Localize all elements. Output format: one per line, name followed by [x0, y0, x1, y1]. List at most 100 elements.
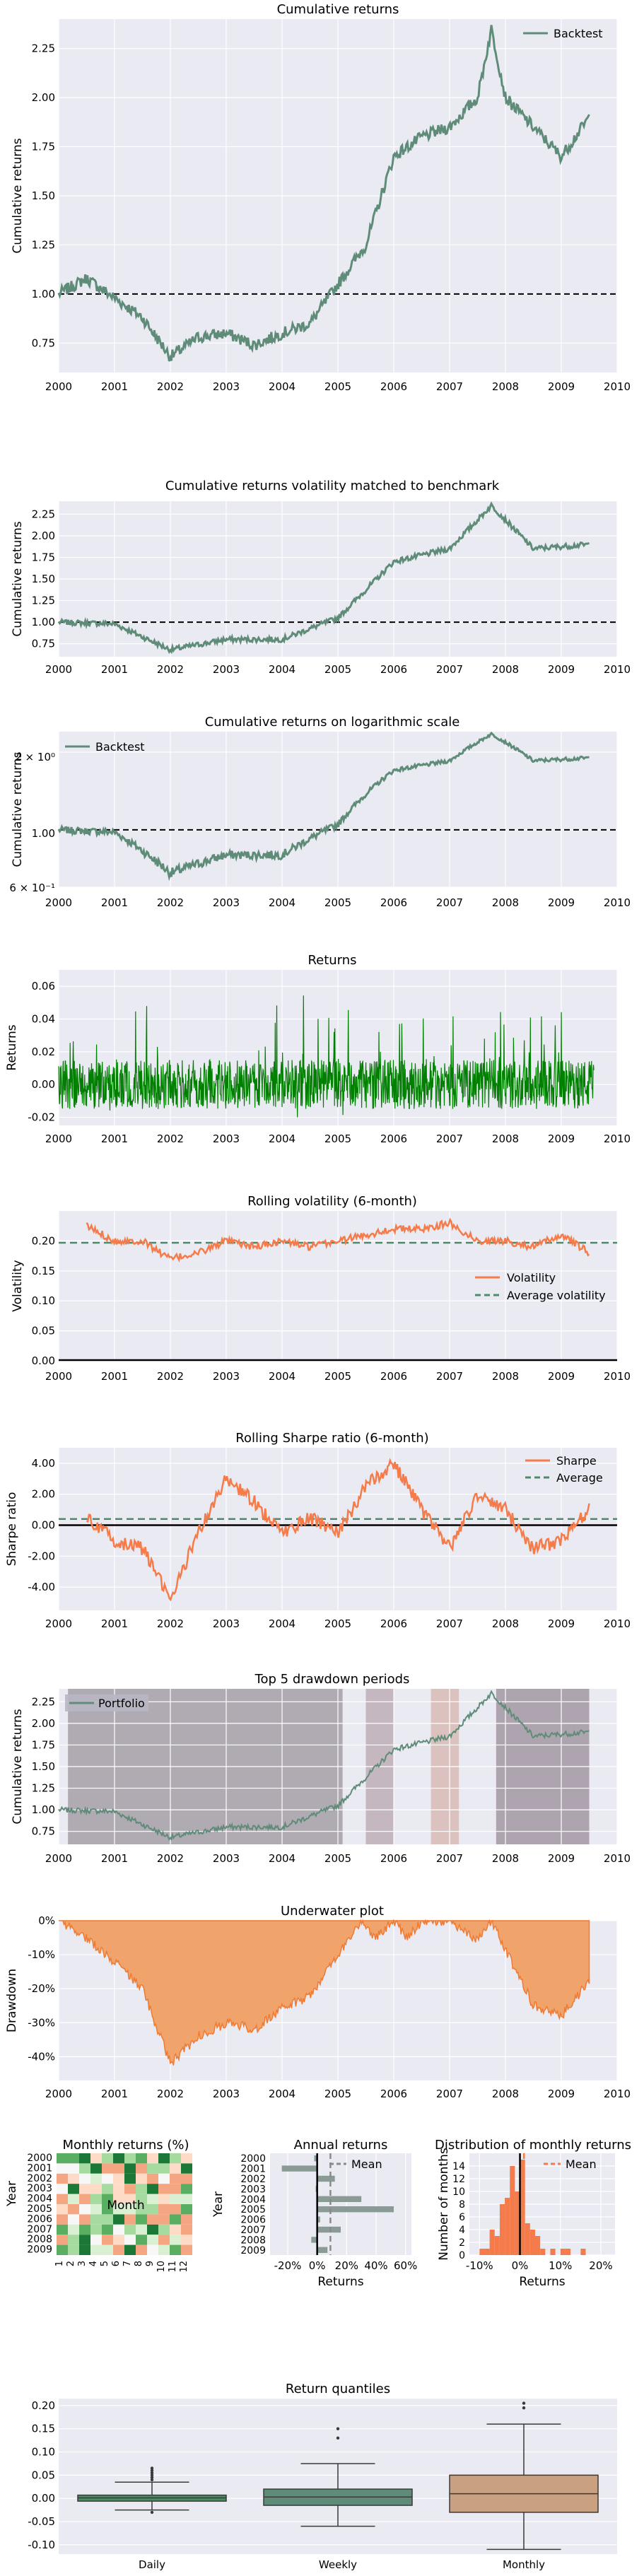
heatmap-cell [170, 2184, 181, 2194]
heatmap-cell [170, 2173, 181, 2184]
dist-xtick-label: 10% [549, 2259, 572, 2272]
heatmap-cell [90, 2173, 102, 2184]
heatmap-year-label: 2003 [27, 2183, 52, 2194]
heatmap-year-label: 2004 [27, 2194, 52, 2205]
x-tick-label: 2004 [269, 1617, 295, 1630]
dist-title: Distribution of monthly returns [435, 2138, 631, 2153]
box-outlier [336, 2436, 340, 2440]
heatmap-cell [124, 2224, 136, 2235]
x-tick-label: 2005 [324, 1370, 351, 1383]
cumulative-title: Cumulative returns [277, 2, 399, 17]
return-quantiles-chart: Return quantiles -0.10 -0.05 0.00 0.05 0.10 0… [28, 2382, 617, 2571]
x-tick-label: 2009 [548, 1132, 575, 1145]
x-tick-label: 2004 [269, 1852, 295, 1865]
annual-year-label: 2001 [240, 2164, 266, 2175]
heatmap-month-label: 3 [77, 2261, 88, 2266]
heatmap-cell [113, 2244, 124, 2255]
log-ytick-bot: 6 × 10⁻¹ [9, 882, 55, 894]
x-tick-label: 2007 [436, 2088, 463, 2100]
y-tick-label: 2.00 [32, 1488, 55, 1501]
x-tick-label: 2001 [101, 1370, 128, 1383]
portfolio-line [58, 1690, 590, 1842]
heatmap-cell [68, 2184, 79, 2194]
rolling-sharpe-ylabel: Sharpe ratio [5, 1492, 19, 1567]
heatmap-month-label: 4 [88, 2261, 99, 2266]
x-tick-label: 2003 [213, 380, 240, 393]
annual-xtick-label: 40% [364, 2259, 387, 2272]
heatmap-cell [102, 2244, 113, 2255]
heatmap-cell [57, 2153, 68, 2164]
x-tick-label: 2004 [269, 2088, 295, 2100]
dist-bar [499, 2204, 505, 2255]
x-tick-label: 2003 [213, 1617, 240, 1630]
x-tick-label: 2007 [436, 663, 463, 676]
drawdown-periods-chart: Top 5 drawdown periods Cumulative return… [11, 1672, 631, 1865]
heatmap-cell [102, 2153, 113, 2164]
y-tick-label: 1.00 [32, 288, 55, 300]
y-tick-label: 1.25 [32, 1782, 55, 1795]
heatmap-cell [181, 2204, 192, 2215]
x-tick-label: 2003 [213, 2088, 240, 2100]
heatmap-cell [90, 2235, 102, 2245]
dist-bar [560, 2249, 566, 2255]
y-tick-label: -0.05 [28, 2515, 55, 2528]
underwater-ylabel: Drawdown [5, 1969, 19, 2032]
x-tick-label: 2008 [492, 380, 519, 393]
daily-returns-line [58, 995, 595, 1118]
x-tick-label: 2009 [548, 663, 575, 676]
heatmap-cell [68, 2163, 79, 2174]
x-tick-label: 2001 [101, 380, 128, 393]
annual-year-label: 2002 [240, 2174, 266, 2185]
y-tick-label: 0.10 [32, 2446, 55, 2459]
y-tick-label: 1.00 [32, 1803, 55, 1816]
heatmap-cell [79, 2204, 90, 2215]
x-tick-label: 2000 [45, 1370, 72, 1383]
heatmap-cell [170, 2244, 181, 2255]
annual-bar [281, 2165, 317, 2172]
monthly-distribution-chart: Distribution of monthly returns -10% 0% 10… [435, 2138, 631, 2289]
heatmap-cell [79, 2184, 90, 2194]
heatmap-cell [113, 2163, 124, 2174]
heatmap-xlabel: Month [107, 2199, 144, 2213]
dist-ytick-label: 10 [452, 2186, 465, 2198]
heatmap-cell [102, 2214, 113, 2225]
heatmap-cell [113, 2153, 124, 2164]
y-tick-label: 0.05 [32, 2469, 55, 2481]
x-tick-label: 2004 [269, 896, 295, 909]
heatmap-cell [136, 2153, 147, 2164]
annual-ylabel: Year [211, 2191, 226, 2218]
x-tick-label: 2004 [269, 663, 295, 676]
sharpe-line [86, 1458, 590, 1602]
heatmap-cell [136, 2194, 147, 2204]
heatmap-year-label: 2009 [27, 2244, 52, 2256]
x-tick-label: 2002 [157, 1370, 184, 1383]
heatmap-cell [170, 2204, 181, 2215]
heatmap-cell [170, 2163, 181, 2174]
heatmap-cell [136, 2184, 147, 2194]
x-tick-label: 2010 [604, 1132, 631, 1145]
y-tick-label: 0.06 [32, 980, 55, 993]
x-tick-label: 2006 [380, 2088, 407, 2100]
heatmap-cell [158, 2163, 170, 2174]
y-tick-label: 1.25 [32, 238, 55, 251]
x-tick-label: 2001 [101, 1617, 128, 1630]
legend-portfolio-label: Portfolio [98, 1697, 145, 1710]
x-tick-label: 2008 [492, 2088, 519, 2100]
annual-bar [317, 2216, 320, 2223]
legend-rolling-sharpe: Sharpe Average [525, 1454, 603, 1485]
annual-bar [317, 2226, 341, 2233]
y-tick-label: 0.15 [32, 2423, 55, 2435]
x-tick-label: 2003 [213, 896, 240, 909]
x-tick-label: 2010 [604, 380, 631, 393]
heatmap-cell [136, 2244, 147, 2255]
x-tick-label: 2002 [157, 380, 184, 393]
x-tick-label: 2006 [380, 1852, 407, 1865]
y-tick-label: 2.00 [32, 1717, 55, 1730]
volatility-line [86, 1217, 590, 1263]
y-tick-label: 4.00 [32, 1457, 55, 1470]
legend-annual-mean-label: Mean [351, 2158, 382, 2171]
y-tick-label: -0.02 [28, 1111, 55, 1123]
x-tick-label: 2008 [492, 1370, 519, 1383]
heatmap-month-label: 7 [122, 2261, 133, 2266]
heatmap-cell [79, 2194, 90, 2204]
